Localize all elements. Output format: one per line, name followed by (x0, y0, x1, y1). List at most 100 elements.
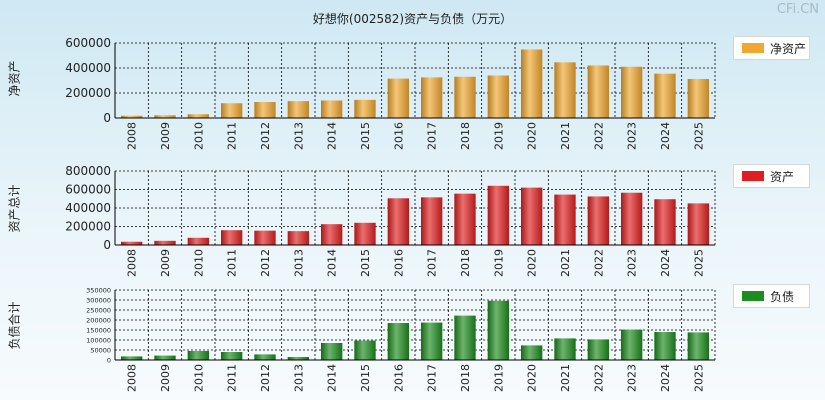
y-tick-label: 400000 (65, 201, 111, 215)
x-tick-label: 2015 (359, 249, 372, 277)
bar-2020 (521, 49, 543, 118)
x-tick-label: 2015 (359, 122, 372, 150)
x-tick-label: 2014 (326, 122, 339, 150)
y-tick-label: 800000 (65, 164, 111, 178)
bar-2017 (421, 197, 443, 245)
bar-2008 (121, 241, 143, 245)
y-tick-label: 300000 (86, 296, 111, 304)
legend-swatch-liabilities (742, 291, 764, 301)
x-tick-label: 2016 (392, 249, 405, 277)
bar-2017 (421, 322, 443, 360)
x-tick-label: 2021 (559, 364, 572, 392)
y-tick-label: 200000 (65, 86, 111, 100)
bar-2009 (154, 240, 176, 245)
bar-2016 (387, 323, 409, 360)
legend-swatch-assets (742, 171, 764, 181)
x-tick-label: 2019 (492, 122, 505, 150)
x-tick-label: 2017 (426, 364, 439, 392)
bar-2012 (254, 230, 276, 245)
x-tick-label: 2024 (659, 122, 672, 150)
bar-2016 (387, 78, 409, 118)
bar-2025 (687, 332, 709, 360)
bar-2009 (154, 355, 176, 360)
bar-2022 (587, 65, 609, 118)
bar-2018 (454, 193, 476, 245)
bar-2018 (454, 76, 476, 118)
x-tick-label: 2023 (626, 249, 639, 277)
y-tick-label: 200000 (86, 316, 111, 324)
bar-2024 (654, 332, 676, 360)
y-tick-label: 0 (103, 111, 111, 125)
x-tick-label: 2010 (192, 364, 205, 392)
bar-2016 (387, 198, 409, 245)
y-tick-label: 0 (103, 238, 111, 252)
bar-2022 (587, 339, 609, 360)
x-tick-label: 2020 (526, 122, 539, 150)
x-tick-label: 2012 (259, 364, 272, 392)
x-tick-label: 2021 (559, 122, 572, 150)
legend-label-liabilities: 负债 (770, 289, 795, 304)
bar-2023 (621, 329, 643, 360)
bar-2011 (221, 230, 243, 245)
bar-2019 (487, 185, 509, 245)
bar-2019 (487, 300, 509, 360)
x-tick-label: 2020 (526, 249, 539, 277)
bar-2021 (554, 194, 576, 245)
x-tick-label: 2025 (692, 122, 705, 150)
x-tick-label: 2013 (292, 364, 305, 392)
chart-title: 好想你(002582)资产与负债（万元） (312, 12, 513, 26)
x-tick-label: 2017 (426, 249, 439, 277)
legend-label-assets: 资产 (770, 169, 795, 184)
x-tick-label: 2010 (192, 249, 205, 277)
x-tick-label: 2008 (126, 122, 139, 150)
x-tick-label: 2016 (392, 364, 405, 392)
x-tick-label: 2022 (592, 122, 605, 150)
x-tick-label: 2023 (626, 122, 639, 150)
y-tick-label: 400000 (65, 61, 111, 75)
bar-2024 (654, 199, 676, 245)
bar-2017 (421, 77, 443, 118)
y-tick-label: 600000 (65, 183, 111, 197)
x-tick-label: 2019 (492, 364, 505, 392)
bar-2023 (621, 192, 643, 245)
y-axis-label-total-assets: 资产总计 (7, 184, 22, 233)
bar-2020 (521, 187, 543, 245)
x-tick-label: 2019 (492, 249, 505, 277)
bar-2021 (554, 338, 576, 360)
bar-2010 (187, 237, 209, 245)
bar-2014 (321, 100, 343, 118)
x-tick-label: 2011 (226, 249, 239, 277)
legend-net-assets: 净资产 (733, 36, 810, 60)
bar-2021 (554, 62, 576, 118)
bar-2013 (287, 101, 309, 118)
x-tick-label: 2017 (426, 122, 439, 150)
y-tick-label: 250000 (86, 306, 111, 314)
y-tick-label: 0 (107, 356, 111, 364)
bar-2012 (254, 354, 276, 360)
y-tick-label: 350000 (86, 286, 111, 294)
x-tick-label: 2023 (626, 364, 639, 392)
x-tick-label: 2025 (692, 364, 705, 392)
y-axis-label-total-liabilities: 负债合计 (7, 301, 22, 350)
bar-2011 (221, 352, 243, 360)
y-tick-label: 150000 (86, 326, 111, 334)
legend-label-net-assets: 净资产 (770, 41, 807, 56)
bar-2015 (354, 222, 376, 245)
bar-2010 (187, 351, 209, 360)
bar-2022 (587, 196, 609, 245)
x-tick-label: 2014 (326, 364, 339, 392)
bar-2020 (521, 345, 543, 360)
bar-2010 (187, 114, 209, 118)
legend-swatch-net-assets (742, 43, 764, 53)
x-tick-label: 2011 (226, 122, 239, 150)
x-tick-label: 2008 (126, 364, 139, 392)
legend-liabilities: 负债 (733, 284, 810, 308)
y-tick-label: 200000 (65, 220, 111, 234)
y-tick-label: 50000 (90, 346, 111, 354)
x-tick-label: 2021 (559, 249, 572, 277)
bar-2015 (354, 99, 376, 118)
x-tick-label: 2014 (326, 249, 339, 277)
x-tick-label: 2024 (659, 249, 672, 277)
y-tick-label: 600000 (65, 36, 111, 50)
